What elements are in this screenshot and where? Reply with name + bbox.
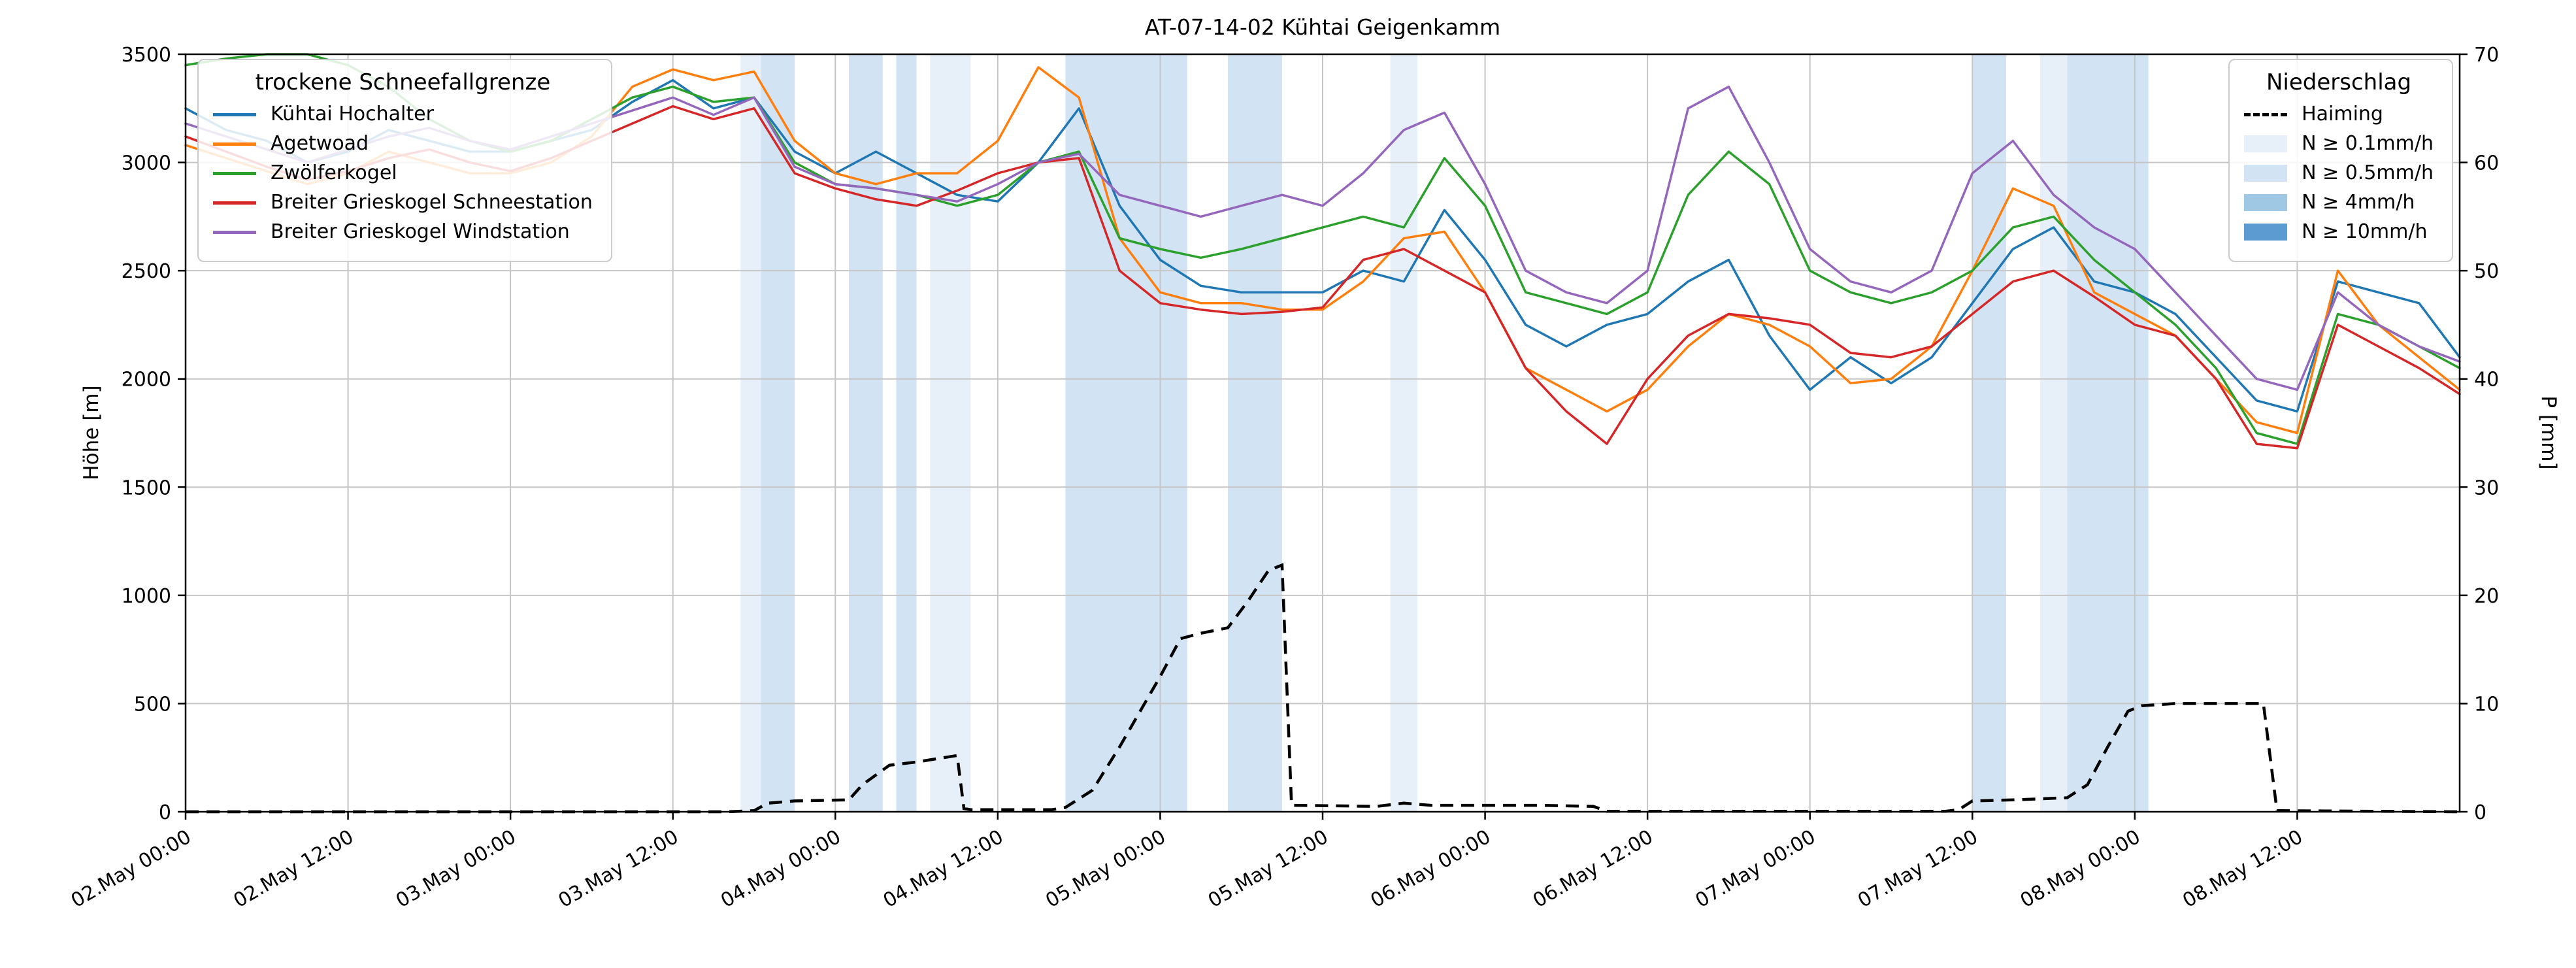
x-tick-label: 08.May 12:00: [2179, 826, 2307, 912]
haiming-precip-line: [186, 563, 2460, 814]
x-tick-label: 03.May 12:00: [555, 826, 683, 912]
x-tick-label: 07.May 00:00: [1692, 826, 1820, 912]
y-left-tick-label: 1500: [122, 476, 171, 499]
legend-precipitation: Niederschlag Haiming N ≥ 0.1mm/h N ≥ 0.5mm…: [2228, 59, 2453, 262]
y-left-tick-label: 1000: [122, 585, 171, 608]
fill-swatch-4: [2244, 194, 2288, 211]
x-tick-label: 03.May 00:00: [392, 826, 520, 912]
y-left-tick-label: 0: [159, 801, 171, 824]
precip-band-0.5: [1065, 54, 1187, 812]
precip-band-0.1: [2039, 54, 2068, 812]
legend-item-label: N ≥ 10mm/h: [2302, 220, 2428, 243]
legend-item-n-0-5mm-h: N ≥ 0.5mm/h: [2244, 162, 2434, 184]
legend-item-n-0-1mm-h: N ≥ 0.1mm/h: [2244, 133, 2434, 155]
precip-band-0.1: [740, 54, 761, 812]
legend-item-kühtai-hochalter: Kühtai Hochalter: [213, 103, 593, 125]
x-tick-label: 04.May 00:00: [717, 826, 845, 912]
legend-snowfall-title: trockene Schneefallgrenze: [255, 69, 551, 95]
legend-precip-items: Haiming N ≥ 0.1mm/h N ≥ 0.5mm/h N ≥ 4mm/h N …: [2244, 103, 2434, 243]
line-swatch-breiter-grieskogel-schneestation: [213, 201, 256, 205]
fill-swatch-0.1: [2244, 135, 2288, 152]
y-right-tick-label: 40: [2474, 369, 2499, 392]
legend-item-label: Haiming: [2302, 103, 2383, 125]
precip-band-0.1: [930, 54, 971, 812]
y-axis-label-left: Höhe [m]: [80, 385, 103, 480]
legend-item-breiter-grieskogel-windstation: Breiter Grieskogel Windstation: [213, 221, 593, 243]
x-tick-label: 02.May 00:00: [67, 826, 195, 912]
x-tick-label: 02.May 12:00: [229, 826, 357, 912]
legend-item-n-10mm-h: N ≥ 10mm/h: [2244, 221, 2434, 243]
chart-title: AT-07-14-02 Kühtai Geigenkamm: [1144, 14, 1501, 40]
x-tick-label: 07.May 12:00: [1854, 826, 1982, 912]
legend-item-label: N ≥ 0.5mm/h: [2302, 161, 2434, 184]
legend-item-haiming: Haiming: [2244, 103, 2434, 125]
legend-item-n-4mm-h: N ≥ 4mm/h: [2244, 192, 2434, 214]
line-swatch-zwölferkogel: [213, 171, 256, 175]
y-left-tick-label: 3500: [122, 44, 171, 67]
x-tick-label: 06.May 12:00: [1529, 826, 1657, 912]
x-tick-label: 05.May 12:00: [1204, 826, 1332, 912]
x-tick-label: 05.May 00:00: [1042, 826, 1170, 912]
legend-snowfall-items: Kühtai Hochalter Agetwoad Zwölferkogel Brei…: [213, 103, 593, 243]
legend-item-label: N ≥ 0.1mm/h: [2302, 132, 2434, 155]
x-tick-label: 08.May 00:00: [2017, 826, 2145, 912]
y-left-tick-label: 500: [134, 693, 171, 716]
legend-item-label: Agetwoad: [271, 132, 369, 155]
y-right-tick-label: 20: [2474, 585, 2499, 608]
legend-item-breiter-grieskogel-schneestation: Breiter Grieskogel Schneestation: [213, 192, 593, 214]
y-left-tick-label: 3000: [122, 152, 171, 175]
precip-band-0.5: [1228, 54, 1282, 812]
y-axis-label-right: P [mm]: [2537, 395, 2560, 470]
y-left-tick-label: 2000: [122, 369, 171, 392]
y-right-tick-label: 10: [2474, 693, 2499, 716]
precip-band-0.5: [2067, 54, 2149, 812]
y-right-tick-label: 0: [2474, 801, 2486, 824]
y-right-tick-label: 70: [2474, 44, 2499, 67]
y-left-tick-label: 2500: [122, 260, 171, 283]
line-swatch-kühtai-hochalter: [213, 112, 256, 116]
fill-swatch-10: [2244, 224, 2288, 241]
precip-band-0.5: [1972, 54, 2007, 812]
legend-snowfall-limit: trockene Schneefallgrenze Kühtai Hochalt…: [197, 59, 612, 262]
precip-band-0.5: [849, 54, 883, 812]
precip-band-0.1: [1390, 54, 1417, 812]
legend-item-agetwoad: Agetwoad: [213, 133, 593, 155]
line-swatch-agetwoad: [213, 142, 256, 146]
x-tick-label: 04.May 12:00: [880, 826, 1008, 912]
legend-item-label: Zwölferkogel: [271, 161, 397, 184]
legend-item-label: Breiter Grieskogel Schneestation: [271, 191, 593, 214]
y-right-tick-label: 60: [2474, 152, 2499, 175]
legend-precip-title: Niederschlag: [2266, 69, 2412, 95]
legend-item-zwölferkogel: Zwölferkogel: [213, 162, 593, 184]
legend-item-label: Breiter Grieskogel Windstation: [271, 220, 570, 243]
y-right-tick-label: 50: [2474, 260, 2499, 283]
x-tick-label: 06.May 00:00: [1366, 826, 1494, 912]
legend-item-label: Kühtai Hochalter: [271, 103, 434, 125]
line-swatch-breiter-grieskogel-windstation: [213, 230, 256, 234]
precip-band-0.5: [761, 54, 795, 812]
precip-band-0.5: [896, 54, 917, 812]
y-right-tick-label: 30: [2474, 476, 2499, 499]
fill-swatch-0.5: [2244, 165, 2288, 182]
legend-item-label: N ≥ 4mm/h: [2302, 191, 2415, 214]
dashed-line-swatch: [2244, 112, 2288, 116]
